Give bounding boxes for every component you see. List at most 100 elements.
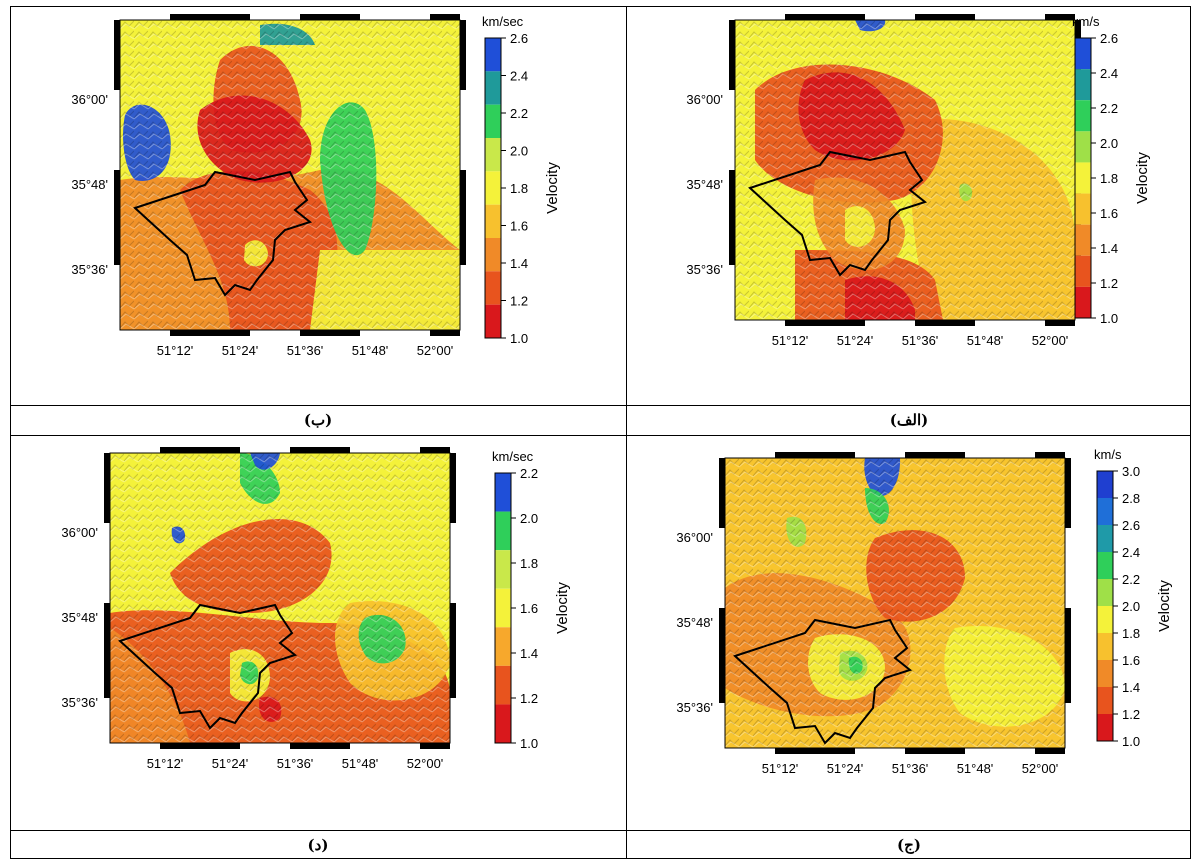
frame-scale-bar (1065, 458, 1071, 528)
colorbar-segment (1075, 162, 1091, 194)
frame-scale-bar (785, 14, 865, 20)
colorbar-tick-label: 1.4 (520, 646, 538, 661)
colorbar-tick-label: 1.8 (1100, 171, 1118, 186)
velocity-map-svg: 36°00' 35°48' 35°36' 51°12' 51°24' 51°36' 51°4… (61, 447, 571, 771)
longitude-label: 51°36' (902, 333, 939, 348)
colorbar-segment (495, 511, 511, 551)
colorbar-segment (485, 71, 501, 105)
frame-scale-bar (420, 447, 450, 453)
colorbar-segment (1097, 525, 1113, 552)
colorbar-title: Velocity (554, 582, 571, 634)
colorbar-segment (1075, 100, 1091, 132)
colorbar-title: Velocity (544, 162, 561, 214)
longitude-label: 52°00' (1032, 333, 1069, 348)
colorbar-tick-label: 1.0 (510, 331, 528, 346)
frame-scale-bar (775, 452, 855, 458)
colorbar-tick-label: 1.6 (1100, 206, 1118, 221)
colorbar-segment (485, 304, 501, 338)
map-frame (724, 457, 1066, 749)
latitude-label: 36°00' (71, 92, 108, 107)
colorbar-tick-label: 1.2 (1100, 276, 1118, 291)
colorbar-unit: km/sec (492, 449, 534, 464)
colorbar-title: Velocity (1134, 152, 1151, 204)
colorbar-unit: km/sec (482, 14, 524, 29)
velocity-map-b: 36°00' 35°48' 35°36' 51°12' 51°24' 51°36' 51°4… (40, 10, 600, 395)
frame-scale-bar (430, 14, 460, 20)
colorbar-tick-label: 2.4 (1100, 66, 1118, 81)
colorbar-tick-label: 2.4 (1122, 545, 1140, 560)
frame-scale-bar (300, 14, 360, 20)
latitude-label: 36°00' (686, 92, 723, 107)
colorbar-segment (485, 204, 501, 238)
colorbar-unit: km/s (1072, 14, 1100, 29)
colorbar-segment (1097, 687, 1113, 714)
colorbar-tick-label: 1.8 (510, 181, 528, 196)
colorbar-tick-label: 1.6 (520, 601, 538, 616)
latitude-label: 35°36' (686, 262, 723, 277)
table-divider (10, 405, 1191, 406)
city-boundary (118, 603, 298, 730)
caption-b: (ب) (303, 411, 333, 429)
table-divider (10, 435, 1191, 436)
longitude-label: 51°24' (222, 343, 259, 358)
colorbar-tick-label: 1.4 (1100, 241, 1118, 256)
frame-scale-bar (114, 170, 120, 265)
colorbar-tick-label: 2.6 (510, 31, 528, 46)
colorbar-segment (485, 238, 501, 272)
latitude-label: 35°48' (61, 610, 98, 625)
colorbar-segment (1097, 714, 1113, 741)
longitude-label: 51°24' (837, 333, 874, 348)
longitude-label: 51°12' (157, 343, 194, 358)
frame-scale-bar (114, 20, 120, 90)
latitude-label: 35°48' (71, 177, 108, 192)
colorbar-tick-label: 3.0 (1122, 464, 1140, 479)
longitude-label: 51°36' (287, 343, 324, 358)
colorbar-tick-label: 1.0 (1122, 734, 1140, 749)
colorbar-tick-label: 2.0 (1100, 136, 1118, 151)
colorbar-tick-label: 2.6 (1122, 518, 1140, 533)
colorbar-tick-label: 2.6 (1100, 31, 1118, 46)
map-area (104, 447, 456, 749)
longitude-label: 51°12' (147, 756, 184, 771)
figure-table (10, 6, 1191, 859)
frame-scale-bar (915, 320, 975, 326)
frame-scale-bar (719, 458, 725, 528)
hillshade-overlay (735, 20, 1075, 320)
frame-scale-bar (460, 170, 466, 265)
city-boundary (733, 618, 913, 745)
velocity-map-svg: 36°00' 35°48' 35°36' 51°12' 51°24' 51°36' 51°4… (676, 447, 1173, 776)
frame-scale-bar (290, 447, 350, 453)
colorbar-segment (485, 104, 501, 138)
colorbar-segment (1075, 38, 1091, 70)
colorbar-tick-label: 1.0 (520, 736, 538, 751)
frame-scale-bar (160, 447, 240, 453)
colorbar-tick-label: 2.4 (510, 69, 528, 84)
colorbar-title: Velocity (1156, 580, 1173, 632)
velocity-map-svg: 36°00' 35°48' 35°36' 51°12' 51°24' 51°36' 51°4… (686, 14, 1151, 348)
colorbar-segment (1097, 606, 1113, 633)
frame-scale-bar (170, 14, 250, 20)
frame-scale-bar (160, 743, 240, 749)
frame-scale-bar (420, 743, 450, 749)
latitude-label: 35°36' (71, 262, 108, 277)
longitude-label: 51°36' (892, 761, 929, 776)
frame-scale-bar (729, 20, 735, 90)
longitude-label: 51°48' (957, 761, 994, 776)
colorbar-tick-label: 2.8 (1122, 491, 1140, 506)
latitude-label: 36°00' (61, 525, 98, 540)
colorbar-tick-label: 2.2 (1100, 101, 1118, 116)
longitude-label: 51°12' (772, 333, 809, 348)
colorbar-segment (1097, 552, 1113, 579)
frame-scale-bar (1065, 608, 1071, 703)
longitude-label: 51°24' (212, 756, 249, 771)
colorbar-tick-label: 1.6 (1122, 653, 1140, 668)
colorbar-segment (1097, 498, 1113, 525)
frame-scale-bar (290, 743, 350, 749)
longitude-label: 52°00' (1022, 761, 1059, 776)
colorbar-segment (1075, 255, 1091, 287)
longitude-label: 51°36' (277, 756, 314, 771)
longitude-label: 51°48' (342, 756, 379, 771)
map-area (114, 14, 466, 336)
colorbar-segment (1075, 286, 1091, 318)
hillshade-overlay (110, 453, 450, 743)
